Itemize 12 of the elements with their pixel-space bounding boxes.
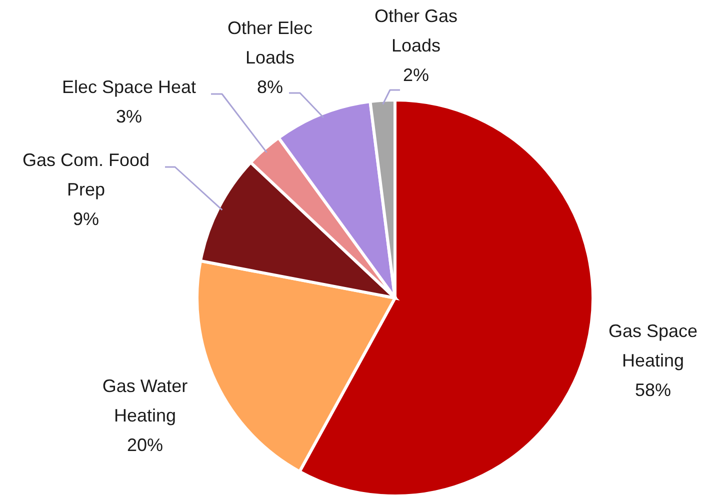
data-label: 20% xyxy=(126,435,164,455)
data-label: 2% xyxy=(402,65,430,85)
slice-label: Gas Com. Food Prep xyxy=(22,150,150,200)
slice-label: Other Elec Loads xyxy=(227,18,313,68)
slice-label: Gas Water Heating xyxy=(102,376,188,426)
data-label: 58% xyxy=(634,380,672,400)
slice-label: Gas Space Heating xyxy=(608,321,698,370)
data-label: 3% xyxy=(116,106,142,126)
data-label: 9% xyxy=(72,209,100,229)
slice-label: Elec Space Heat xyxy=(62,77,196,97)
data-label: 8% xyxy=(256,77,284,97)
slice-label: Other Gas Loads xyxy=(374,6,458,56)
